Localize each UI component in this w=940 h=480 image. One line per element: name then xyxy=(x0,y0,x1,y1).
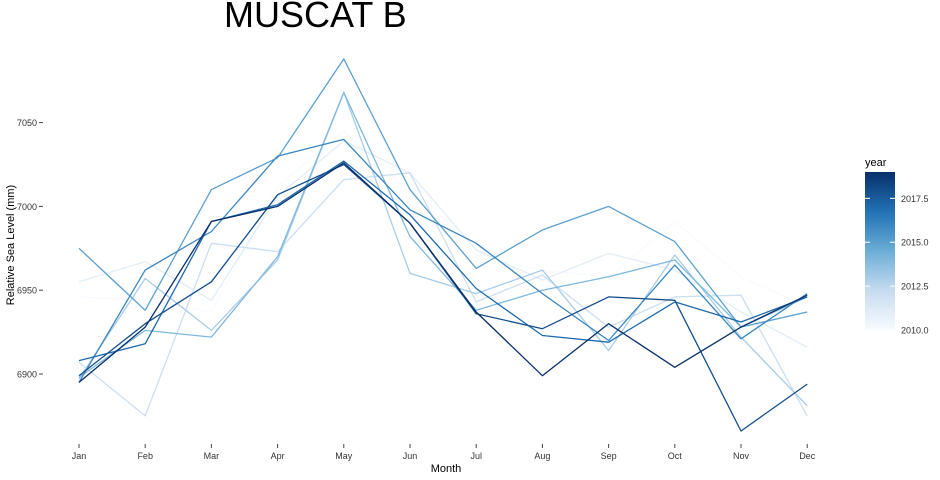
legend-tick-label: 2017.5 xyxy=(901,194,929,204)
series-line-2019 xyxy=(78,162,808,383)
x-tick-label: Jul xyxy=(470,451,482,461)
series-line-2011 xyxy=(78,140,808,348)
x-tick-label: Feb xyxy=(137,451,153,461)
series-line-2015 xyxy=(78,58,808,328)
legend-tick-label: 2015.0 xyxy=(901,238,929,248)
series-line-2014 xyxy=(78,91,808,378)
legend-colorbar xyxy=(865,172,895,330)
y-tick-label: 6950 xyxy=(17,286,37,296)
series-line-2013 xyxy=(78,91,808,407)
series-line-2010 xyxy=(78,130,808,313)
series-line-2017 xyxy=(78,160,808,362)
x-tick-label: Mar xyxy=(204,451,220,461)
x-axis-label: Month xyxy=(430,463,462,475)
series-line-2018 xyxy=(78,163,808,432)
x-tick-label: Apr xyxy=(271,451,285,461)
y-tick-label: 7050 xyxy=(17,118,37,128)
chart-title: MUSCAT B xyxy=(224,0,407,35)
x-tick-label: May xyxy=(335,451,353,461)
legend-tick-label: 2010.0 xyxy=(901,326,929,336)
y-tick-label: 6900 xyxy=(17,370,37,380)
y-tick-label: 7000 xyxy=(17,202,37,212)
legend-title: year xyxy=(865,157,887,169)
legend-tick-label: 2012.5 xyxy=(901,282,929,292)
x-tick-label: Oct xyxy=(668,451,683,461)
x-tick-label: Aug xyxy=(534,451,550,461)
x-tick-label: Jun xyxy=(403,451,418,461)
x-tick-label: Sep xyxy=(601,451,617,461)
series-line-2012 xyxy=(78,172,808,417)
x-tick-label: Dec xyxy=(799,451,816,461)
x-tick-label: Jan xyxy=(72,451,87,461)
x-tick-label: Nov xyxy=(733,451,750,461)
